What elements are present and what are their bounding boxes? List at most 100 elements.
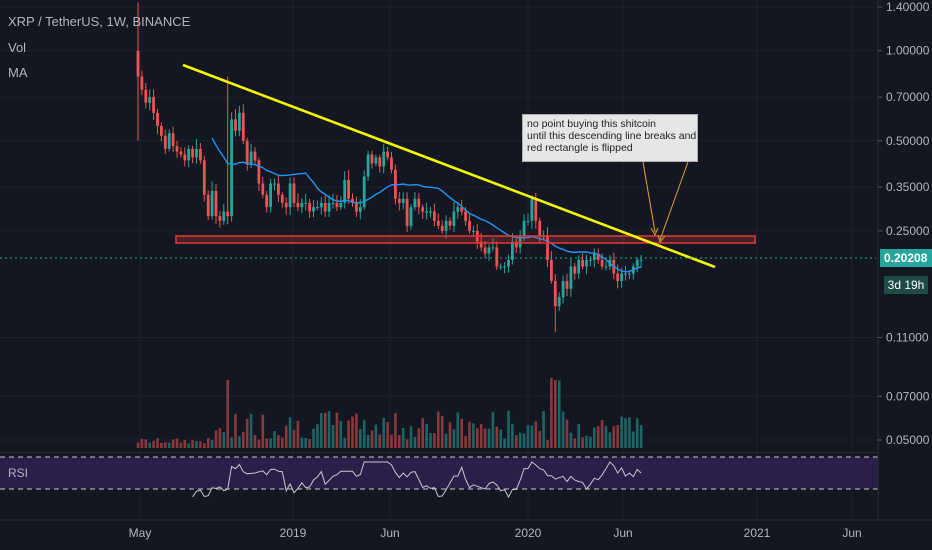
volume-bar <box>518 432 522 448</box>
ma-legend[interactable]: MA <box>8 65 28 80</box>
candle-body <box>635 259 639 267</box>
candle-body <box>241 112 245 141</box>
candle-body <box>483 247 487 254</box>
symbol-title[interactable]: XRP / TetherUS, 1W, BINANCE <box>8 14 191 29</box>
candle-body <box>160 126 163 136</box>
candle-body <box>639 259 643 261</box>
candle-body <box>175 146 179 152</box>
candle-body <box>581 259 584 267</box>
candle-body <box>234 119 237 131</box>
candle-body <box>425 211 428 213</box>
volume-bar <box>515 435 518 448</box>
candle-body <box>604 266 608 268</box>
price-tick-label: 0.07000 <box>886 389 930 403</box>
annotation-line-1: no point buying this shitcoin <box>527 118 656 130</box>
candle-body <box>253 151 257 161</box>
volume-bar <box>398 435 401 448</box>
candle-body <box>156 112 159 127</box>
volume-bar <box>639 425 643 448</box>
candle-body <box>472 230 475 232</box>
candle-body <box>230 119 233 217</box>
volume-bar <box>530 425 534 448</box>
volume-bar <box>394 413 397 448</box>
volume-bar <box>230 437 233 448</box>
volume-bar <box>214 430 218 448</box>
volume-bar <box>265 438 268 448</box>
bar-countdown: 3d 19h <box>884 276 928 294</box>
volume-bar <box>253 434 257 448</box>
volume-bar <box>440 415 444 448</box>
volume-bar <box>238 436 241 448</box>
volume-bar <box>628 417 631 448</box>
volume-bar <box>616 425 619 448</box>
candle-body <box>261 183 265 195</box>
volume-bar <box>222 431 226 448</box>
time-tick-label: Jun <box>380 526 399 540</box>
volume-bar <box>316 424 319 448</box>
volume-bar <box>522 433 526 448</box>
candle-body <box>214 190 218 217</box>
candle-body <box>565 280 569 289</box>
candle-body <box>277 183 280 195</box>
candle-body <box>284 202 288 208</box>
rsi-label[interactable]: RSI <box>8 466 29 480</box>
volume-bar <box>585 435 588 448</box>
price-tick-label: 1.40000 <box>886 0 930 14</box>
volume-bar <box>608 432 612 448</box>
annotation-callout: no point buying this shitcoin until this… <box>522 114 698 162</box>
volume-bar <box>491 412 495 448</box>
candle-body <box>616 273 620 281</box>
price-tick-label: 0.50000 <box>886 134 930 148</box>
time-tick-label: 2019 <box>280 526 307 540</box>
annotation-line-2: until this descending line breaks and <box>527 130 697 142</box>
annotation-arrow-1 <box>650 227 659 237</box>
candle-body <box>628 273 631 275</box>
candle-body <box>569 266 573 289</box>
time-tick-label: 2020 <box>515 526 542 540</box>
rsi-line <box>192 461 642 499</box>
candle-body <box>339 202 343 208</box>
candle-body <box>405 198 409 226</box>
volume-bar <box>199 441 202 448</box>
candle-body <box>343 179 347 203</box>
candle-body <box>464 211 467 221</box>
volume-bar <box>171 439 175 448</box>
volume-bar <box>362 420 366 448</box>
volume-bar <box>401 427 405 448</box>
volume-bar <box>269 438 272 448</box>
candle-body <box>319 202 323 208</box>
candle-body <box>202 160 206 195</box>
candle-body <box>362 176 366 208</box>
annotation-arrow-2 <box>657 234 666 244</box>
volume-bar <box>277 435 280 448</box>
volume-bar <box>503 438 506 448</box>
volume-bar <box>573 438 577 448</box>
candle-body <box>226 211 230 217</box>
candle-body <box>358 207 362 212</box>
candle-body <box>136 50 140 77</box>
candle-body <box>507 259 510 267</box>
candle-body <box>495 247 499 267</box>
volume-bar <box>429 433 432 448</box>
volume-bar <box>218 428 222 448</box>
candle-body <box>183 154 187 161</box>
volume-bar <box>351 416 354 448</box>
candle-body <box>218 216 222 221</box>
volume-bar <box>581 437 584 448</box>
candle-body <box>413 198 417 208</box>
volume-bar <box>620 416 623 448</box>
volume-bar <box>589 436 592 448</box>
candle-body <box>163 135 167 149</box>
volume-bar <box>366 434 370 448</box>
volume-bar <box>479 424 483 448</box>
volume-bar <box>140 438 144 448</box>
volume-bar <box>378 434 382 448</box>
rsi-band <box>0 457 878 489</box>
annotation-pointer-2 <box>659 161 689 241</box>
candle-body <box>167 133 171 149</box>
candle-body <box>589 259 592 261</box>
volume-bar <box>569 432 573 448</box>
volume-legend[interactable]: Vol <box>8 40 27 55</box>
candle-body <box>351 198 354 203</box>
